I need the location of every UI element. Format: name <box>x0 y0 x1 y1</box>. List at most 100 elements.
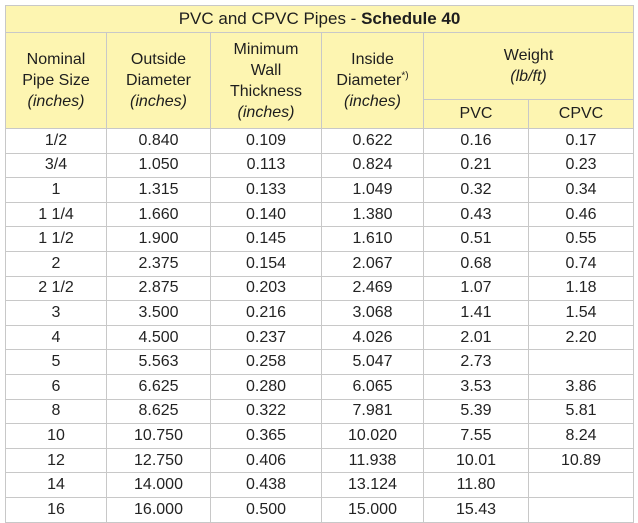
cell-outside-diameter: 16.000 <box>106 496 211 523</box>
table-row: 2 1/2 2.875 0.203 2.469 1.07 1.18 <box>5 275 635 302</box>
table-row: 12 12.750 0.406 11.938 10.01 10.89 <box>5 447 635 474</box>
cell-weight-pvc: 10.01 <box>423 447 529 474</box>
cell-wall-thickness: 0.133 <box>210 177 322 203</box>
cell-wall-thickness: 0.145 <box>210 226 322 252</box>
cell-outside-diameter: 5.563 <box>106 349 211 375</box>
table-title-prefix: PVC and CPVC Pipes - <box>178 9 362 28</box>
table-row: 10 10.750 0.365 10.020 7.55 8.24 <box>5 423 635 449</box>
cell-weight-cpvc: 0.46 <box>527 201 635 228</box>
cell-inside-diameter: 2.067 <box>321 250 424 277</box>
cell-outside-diameter: 14.000 <box>106 472 211 498</box>
table-row: 3/4 1.050 0.113 0.824 0.21 0.23 <box>5 152 635 179</box>
header-weight: Weight (lb/ft) <box>422 32 635 100</box>
cell-wall-thickness: 0.154 <box>210 250 322 277</box>
header-inside-line-1: Inside <box>351 51 394 68</box>
table-body: 1/2 0.840 0.109 0.622 0.16 0.17 3/4 1.050 0.113 0… <box>5 128 635 523</box>
header-inside-diameter: Inside Diameter*) (inches) <box>321 32 424 129</box>
cell-nominal-size: 5 <box>5 349 107 375</box>
cell-weight-pvc: 1.41 <box>423 300 529 326</box>
header-inside-line-2: Diameter <box>336 72 402 89</box>
header-inside-unit: (inches) <box>344 93 401 110</box>
cell-weight-cpvc <box>527 496 635 523</box>
cell-outside-diameter: 3.500 <box>106 300 211 326</box>
header-inside-footnote-mark: *) <box>401 70 409 82</box>
cell-weight-cpvc: 5.81 <box>527 398 635 425</box>
cell-inside-diameter: 0.622 <box>321 128 424 154</box>
header-outside-line-2: Diameter <box>126 72 191 89</box>
table-row: 1 1.315 0.133 1.049 0.32 0.34 <box>5 177 635 203</box>
cell-nominal-size: 10 <box>5 423 107 449</box>
cell-inside-diameter: 11.938 <box>321 447 424 474</box>
cell-nominal-size: 3 <box>5 300 107 326</box>
cell-weight-pvc: 11.80 <box>423 472 529 498</box>
cell-outside-diameter: 1.050 <box>106 152 211 179</box>
cell-weight-pvc: 3.53 <box>423 373 529 400</box>
cell-nominal-size: 4 <box>5 324 107 351</box>
cell-weight-cpvc <box>527 472 635 498</box>
cell-weight-cpvc: 0.74 <box>527 250 635 277</box>
header-nominal-line-2: Pipe Size <box>22 72 90 89</box>
cell-weight-pvc: 2.01 <box>423 324 529 351</box>
cell-inside-diameter: 6.065 <box>321 373 424 400</box>
cell-inside-diameter: 2.469 <box>321 275 424 302</box>
cell-weight-pvc: 2.73 <box>423 349 529 375</box>
table-row: 1 1/2 1.900 0.145 1.610 0.51 0.55 <box>5 226 635 252</box>
cell-weight-cpvc: 3.86 <box>527 373 635 400</box>
cell-outside-diameter: 2.875 <box>106 275 211 302</box>
table-title: PVC and CPVC Pipes - Schedule 40 <box>4 5 635 33</box>
cell-nominal-size: 6 <box>5 373 107 400</box>
cell-weight-pvc: 0.51 <box>423 226 529 252</box>
header-wall-line-3: Thickness <box>229 82 303 100</box>
cell-inside-diameter: 15.000 <box>321 496 424 523</box>
table-row: 1/2 0.840 0.109 0.622 0.16 0.17 <box>5 128 635 154</box>
table-row: 2 2.375 0.154 2.067 0.68 0.74 <box>5 250 635 277</box>
cell-inside-diameter: 1.049 <box>321 177 424 203</box>
header-nominal-line-1: Nominal <box>26 51 86 68</box>
cell-nominal-size: 1 <box>5 177 107 203</box>
cell-outside-diameter: 8.625 <box>106 398 211 425</box>
header-nominal-unit: (inches) <box>27 93 85 110</box>
cell-nominal-size: 2 <box>5 250 107 277</box>
cell-wall-thickness: 0.322 <box>210 398 322 425</box>
cell-inside-diameter: 1.380 <box>321 201 424 228</box>
cell-wall-thickness: 0.216 <box>210 300 322 326</box>
header-weight-unit: (lb/ft) <box>510 68 547 85</box>
cell-weight-cpvc: 2.20 <box>527 324 635 351</box>
cell-nominal-size: 2 1/2 <box>5 275 107 302</box>
header-nominal-pipe-size: Nominal Pipe Size (inches) <box>5 32 107 129</box>
cell-nominal-size: 12 <box>5 447 107 474</box>
cell-wall-thickness: 0.203 <box>210 275 322 302</box>
cell-inside-diameter: 3.068 <box>321 300 424 326</box>
pipe-schedule-table: PVC and CPVC Pipes - Schedule 40 Nominal… <box>4 5 635 523</box>
table-row: 6 6.625 0.280 6.065 3.53 3.86 <box>5 373 635 400</box>
cell-inside-diameter: 4.026 <box>321 324 424 351</box>
cell-wall-thickness: 0.237 <box>210 324 322 351</box>
cell-wall-thickness: 0.140 <box>210 201 322 228</box>
cell-weight-cpvc: 1.54 <box>527 300 635 326</box>
cell-outside-diameter: 1.660 <box>106 201 211 228</box>
table-row: 14 14.000 0.438 13.124 11.80 <box>5 472 635 498</box>
header-wall-unit: (inches) <box>237 103 295 121</box>
cell-nominal-size: 16 <box>5 496 107 523</box>
header-wall-line-2: Wall <box>250 61 282 79</box>
header-wall-line-1: Minimum <box>233 40 299 58</box>
cell-weight-pvc: 5.39 <box>423 398 529 425</box>
cell-nominal-size: 8 <box>5 398 107 425</box>
cell-outside-diameter: 2.375 <box>106 250 211 277</box>
cell-nominal-size: 1/2 <box>5 128 107 154</box>
cell-wall-thickness: 0.258 <box>210 349 322 375</box>
cell-inside-diameter: 7.981 <box>321 398 424 425</box>
table-row: 1 1/4 1.660 0.140 1.380 0.43 0.46 <box>5 201 635 228</box>
cell-wall-thickness: 0.365 <box>210 423 322 449</box>
cell-weight-cpvc: 0.34 <box>527 177 635 203</box>
cell-outside-diameter: 1.315 <box>106 177 211 203</box>
cell-weight-pvc: 1.07 <box>423 275 529 302</box>
cell-weight-cpvc: 0.23 <box>527 152 635 179</box>
cell-weight-pvc: 0.32 <box>423 177 529 203</box>
cell-wall-thickness: 0.500 <box>210 496 322 523</box>
table-title-schedule: Schedule 40 <box>361 9 461 28</box>
cell-weight-cpvc: 1.18 <box>527 275 635 302</box>
cell-nominal-size: 1 1/4 <box>5 201 107 228</box>
cell-weight-cpvc <box>527 349 635 375</box>
header-weight-pvc: PVC <box>423 99 529 129</box>
